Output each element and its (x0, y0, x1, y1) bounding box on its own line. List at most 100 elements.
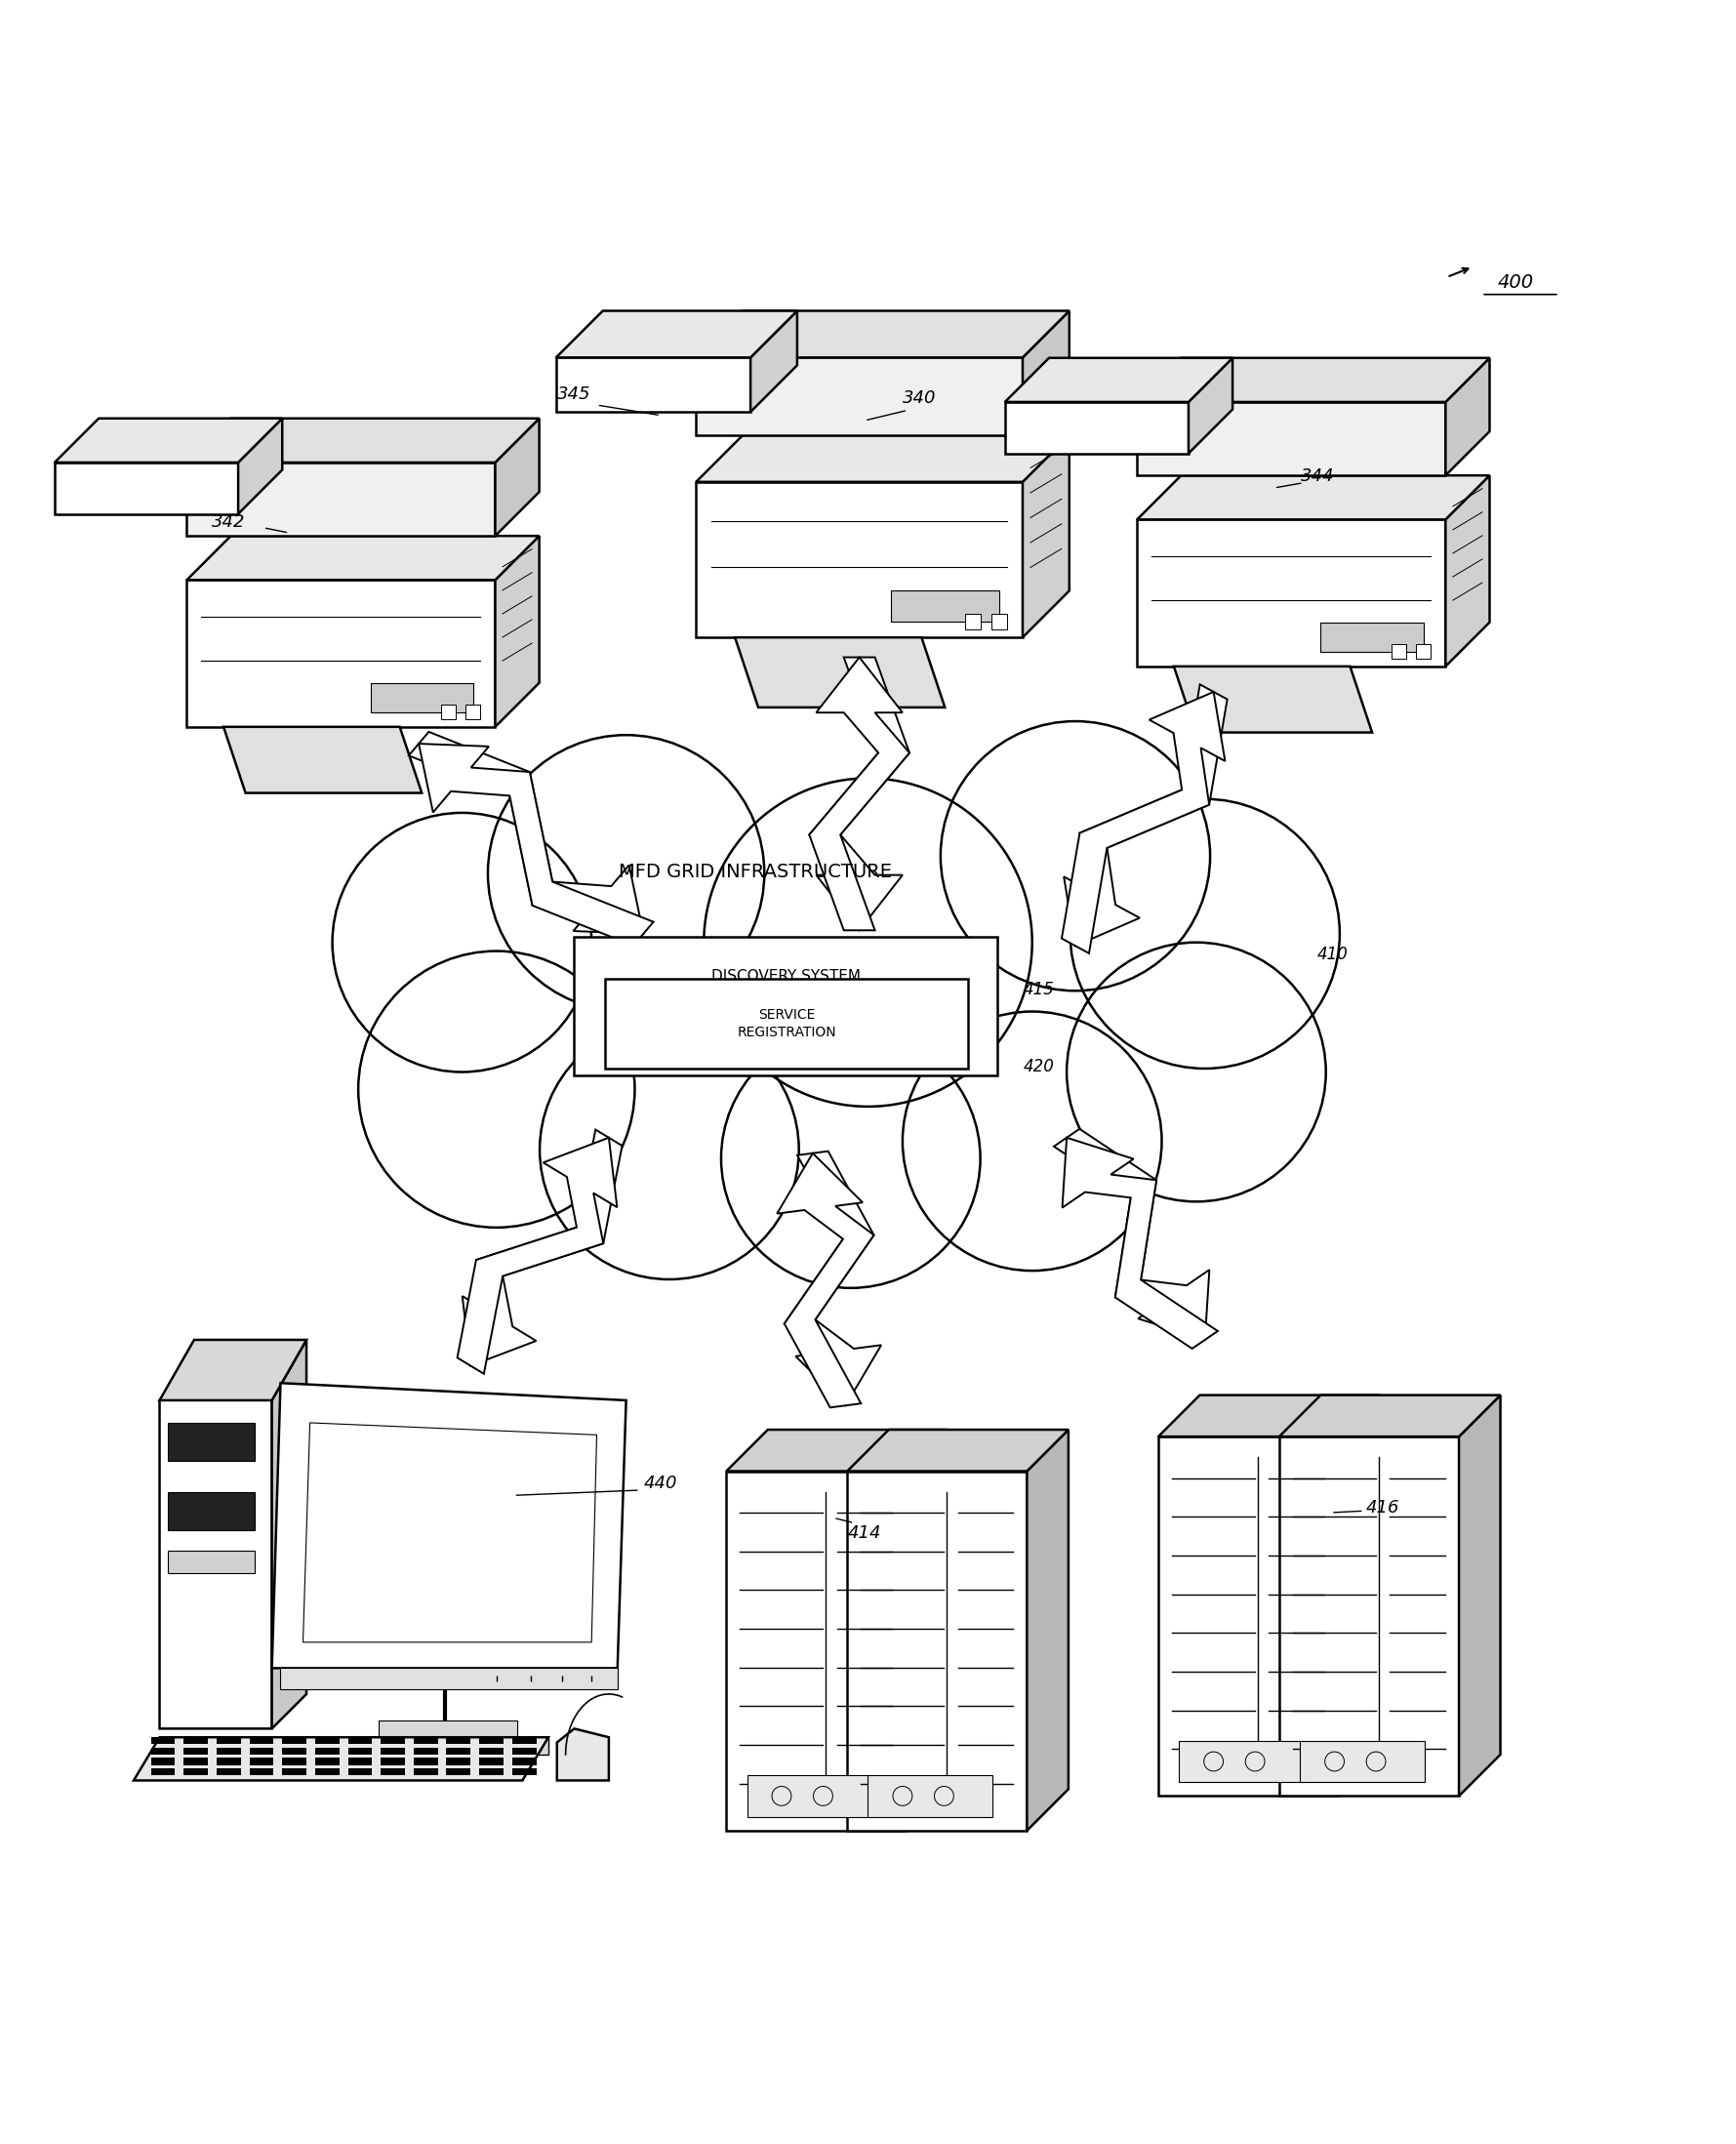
Polygon shape (1279, 1436, 1458, 1797)
Polygon shape (778, 1153, 873, 1406)
Polygon shape (1023, 311, 1069, 435)
FancyBboxPatch shape (1300, 1741, 1424, 1782)
FancyBboxPatch shape (1391, 645, 1406, 658)
Circle shape (941, 720, 1210, 991)
Polygon shape (1174, 667, 1371, 733)
Polygon shape (1446, 476, 1489, 667)
FancyBboxPatch shape (512, 1758, 536, 1765)
Polygon shape (1137, 401, 1446, 476)
Polygon shape (726, 1430, 948, 1471)
FancyBboxPatch shape (479, 1747, 503, 1754)
Polygon shape (847, 1471, 1028, 1831)
Text: 420: 420 (1024, 1057, 1054, 1076)
FancyBboxPatch shape (868, 1775, 993, 1816)
Polygon shape (134, 1737, 549, 1780)
FancyBboxPatch shape (184, 1769, 208, 1775)
FancyBboxPatch shape (1417, 645, 1430, 658)
FancyBboxPatch shape (217, 1737, 241, 1745)
Circle shape (1066, 943, 1326, 1201)
Text: 342: 342 (212, 515, 245, 532)
Polygon shape (1158, 1436, 1338, 1797)
FancyBboxPatch shape (465, 705, 481, 720)
Polygon shape (457, 1138, 616, 1374)
Polygon shape (273, 1383, 627, 1668)
Circle shape (1069, 800, 1340, 1068)
Polygon shape (750, 311, 797, 412)
FancyBboxPatch shape (184, 1747, 208, 1754)
Polygon shape (273, 1340, 307, 1728)
FancyBboxPatch shape (746, 1775, 871, 1816)
Polygon shape (809, 658, 910, 930)
FancyBboxPatch shape (479, 1737, 503, 1745)
FancyBboxPatch shape (347, 1769, 372, 1775)
Circle shape (720, 1029, 981, 1289)
FancyBboxPatch shape (250, 1747, 274, 1754)
Polygon shape (160, 1374, 273, 1728)
FancyBboxPatch shape (413, 1758, 437, 1765)
Polygon shape (160, 1340, 307, 1400)
Polygon shape (1137, 358, 1489, 401)
FancyBboxPatch shape (250, 1737, 274, 1745)
Polygon shape (495, 536, 540, 727)
FancyBboxPatch shape (370, 682, 474, 712)
Text: 415: 415 (1024, 980, 1054, 997)
Circle shape (332, 813, 592, 1072)
Polygon shape (495, 418, 540, 536)
FancyBboxPatch shape (606, 978, 969, 1068)
Polygon shape (187, 463, 495, 536)
Polygon shape (696, 358, 1023, 435)
FancyBboxPatch shape (446, 1737, 470, 1745)
Polygon shape (1458, 1396, 1500, 1797)
Polygon shape (187, 418, 540, 463)
Text: MFD GRID INFRASTRUCTURE: MFD GRID INFRASTRUCTURE (620, 862, 892, 881)
FancyBboxPatch shape (479, 1758, 503, 1765)
Polygon shape (557, 1728, 609, 1780)
Polygon shape (349, 1737, 549, 1754)
FancyBboxPatch shape (380, 1737, 404, 1745)
Polygon shape (556, 358, 750, 412)
Circle shape (358, 952, 635, 1229)
FancyBboxPatch shape (250, 1769, 274, 1775)
Polygon shape (238, 418, 283, 515)
Text: 345: 345 (557, 386, 590, 403)
Polygon shape (378, 1719, 517, 1737)
FancyBboxPatch shape (283, 1747, 307, 1754)
FancyBboxPatch shape (283, 1737, 307, 1745)
FancyBboxPatch shape (217, 1747, 241, 1754)
FancyBboxPatch shape (347, 1758, 372, 1765)
Text: 400: 400 (1498, 272, 1535, 292)
Polygon shape (187, 536, 540, 581)
FancyBboxPatch shape (1321, 622, 1424, 652)
Polygon shape (696, 311, 1069, 358)
Circle shape (703, 778, 1033, 1106)
Polygon shape (1064, 684, 1227, 946)
Polygon shape (1137, 519, 1446, 667)
FancyBboxPatch shape (380, 1758, 404, 1765)
FancyBboxPatch shape (151, 1758, 175, 1765)
FancyBboxPatch shape (314, 1737, 339, 1745)
Circle shape (903, 1012, 1161, 1271)
Polygon shape (54, 418, 283, 463)
FancyBboxPatch shape (283, 1758, 307, 1765)
Polygon shape (281, 1668, 618, 1689)
FancyBboxPatch shape (168, 1492, 255, 1531)
FancyBboxPatch shape (347, 1737, 372, 1745)
FancyBboxPatch shape (512, 1747, 536, 1754)
FancyBboxPatch shape (991, 613, 1007, 630)
FancyBboxPatch shape (347, 1747, 372, 1754)
Text: 340: 340 (903, 390, 937, 407)
Polygon shape (847, 1430, 1068, 1471)
Polygon shape (462, 1130, 621, 1366)
Polygon shape (1279, 1396, 1500, 1436)
Polygon shape (1137, 476, 1489, 519)
FancyBboxPatch shape (151, 1737, 175, 1745)
Polygon shape (1189, 358, 1233, 452)
Polygon shape (54, 463, 238, 515)
Polygon shape (696, 482, 1023, 637)
FancyBboxPatch shape (1179, 1741, 1304, 1782)
Polygon shape (556, 311, 797, 358)
Polygon shape (734, 637, 944, 708)
Polygon shape (1446, 358, 1489, 476)
Text: SERVICE
REGISTRATION: SERVICE REGISTRATION (738, 1008, 837, 1040)
Polygon shape (906, 1430, 948, 1831)
